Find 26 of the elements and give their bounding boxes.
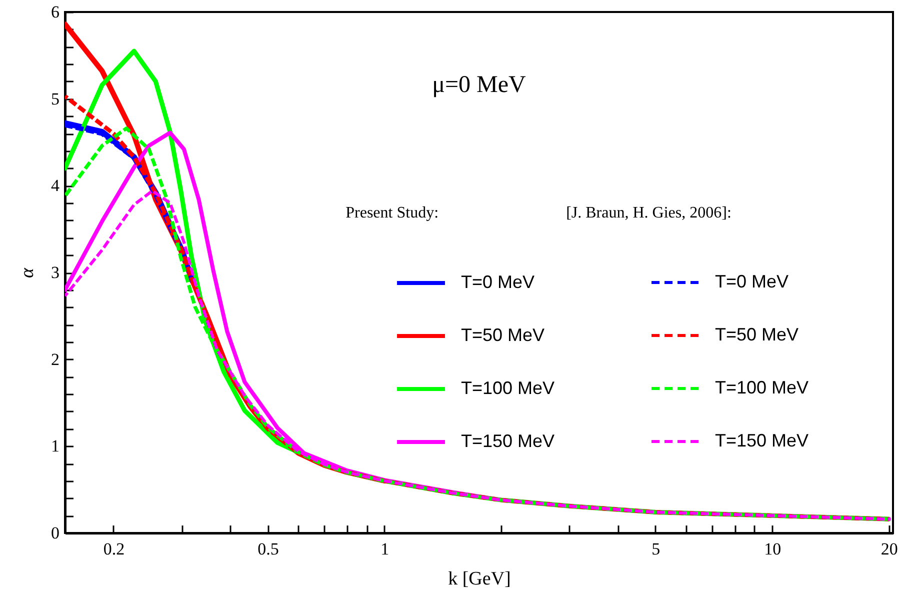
x-tick-label: 0.5 (258, 540, 279, 558)
legend-label: T=150 MeV (715, 430, 809, 450)
annotation: Present Study: (346, 204, 439, 222)
y-tick-label: 3 (51, 263, 60, 282)
y-tick-label: 1 (51, 436, 60, 456)
y-tick-label: 5 (51, 89, 60, 108)
legend-label: T=50 MeV (461, 325, 545, 345)
x-tick-label: 1 (380, 540, 390, 558)
legend-label: T=0 MeV (461, 272, 535, 292)
x-tick-label: 5 (652, 540, 660, 558)
x-tick-label: 10 (764, 540, 782, 558)
legend-label: T=150 MeV (461, 431, 555, 451)
x-tick-label: 0.2 (103, 540, 125, 558)
annotation: [J. Braun, H. Gies, 2006]: (566, 204, 732, 222)
legend-label: T=100 MeV (715, 378, 809, 398)
legend-label: T=100 MeV (461, 378, 555, 398)
y-tick-label: 0 (51, 524, 60, 542)
annotation: μ=0 MeV (432, 72, 527, 98)
y-tick-label: 2 (51, 350, 60, 369)
legend-label: T=0 MeV (715, 272, 789, 292)
y-tick-label: 4 (51, 176, 60, 196)
x-axis-title: k [GeV] (448, 568, 511, 590)
legend-label: T=50 MeV (715, 324, 799, 344)
y-tick-label: 6 (51, 2, 60, 22)
x-tick-label: 20 (880, 540, 898, 558)
y-axis-title: α (17, 266, 38, 278)
